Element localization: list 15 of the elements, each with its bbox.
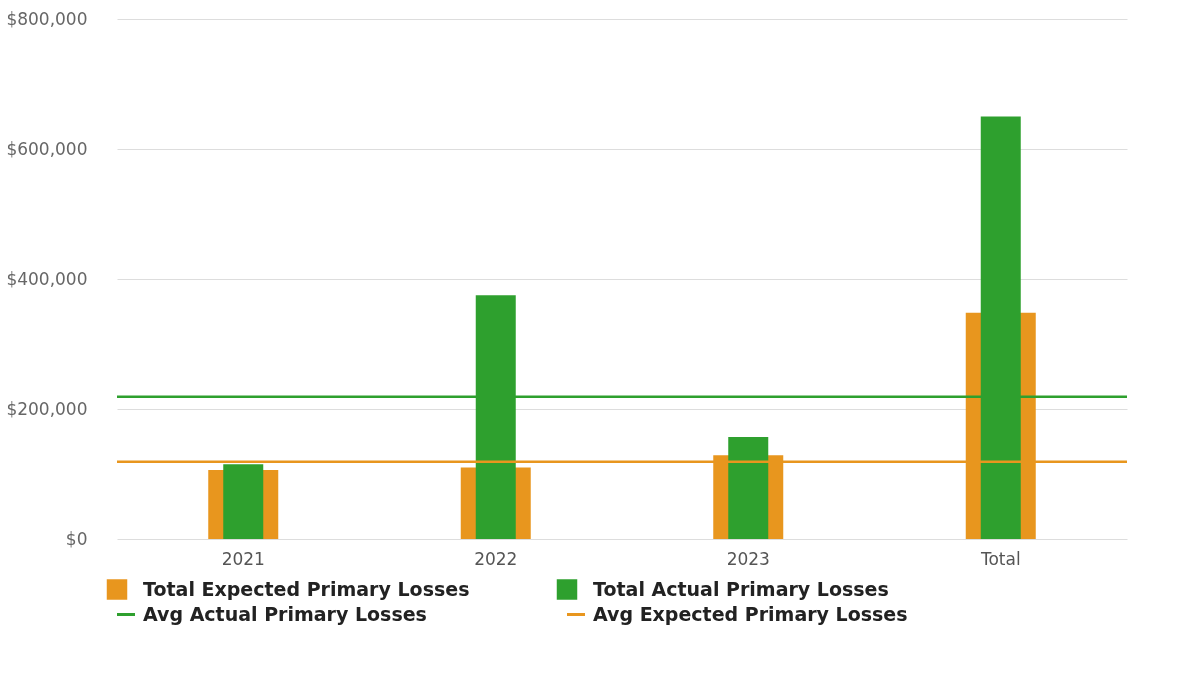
legend-label: Total Expected Primary Losses — [143, 577, 470, 600]
legend-label: Total Actual Primary Losses — [593, 577, 889, 600]
legend-label: Avg Actual Primary Losses — [143, 602, 427, 625]
bar — [223, 464, 264, 539]
x-tick-label: Total — [979, 548, 1021, 569]
y-tick-label: $0 — [65, 528, 88, 549]
bar — [728, 436, 769, 539]
y-tick-label: $400,000 — [6, 268, 88, 289]
x-tick-label: 2022 — [474, 548, 518, 569]
legend-label: Avg Expected Primary Losses — [593, 602, 908, 625]
y-tick-label: $800,000 — [6, 8, 88, 29]
x-tick-label: 2021 — [221, 548, 265, 569]
x-tick-label: 2023 — [726, 548, 770, 569]
y-tick-label: $600,000 — [6, 138, 88, 159]
y-tick-label: $200,000 — [6, 398, 88, 419]
